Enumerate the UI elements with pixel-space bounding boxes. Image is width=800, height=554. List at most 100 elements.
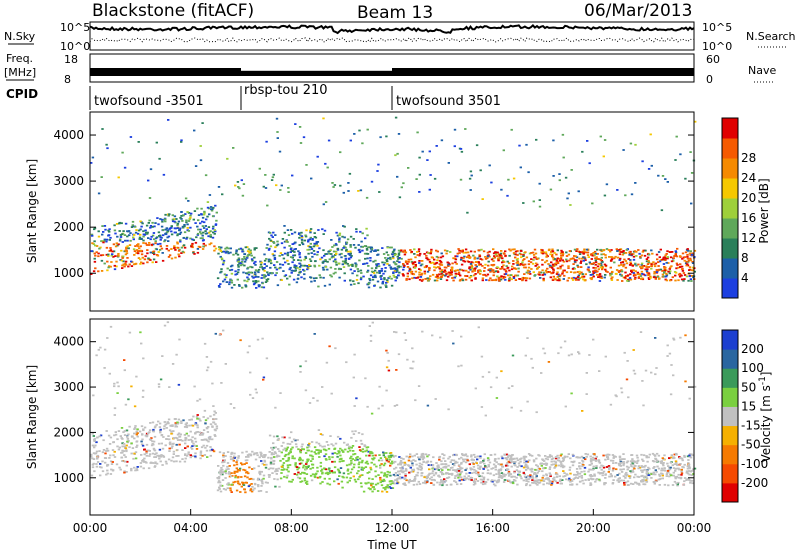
data-point <box>379 275 383 277</box>
data-point <box>338 451 341 454</box>
data-point <box>208 194 212 196</box>
data-point <box>130 265 134 267</box>
data-point <box>140 249 143 252</box>
data-point <box>636 273 639 275</box>
data-point <box>267 456 270 459</box>
data-point <box>213 410 216 413</box>
data-point <box>456 255 459 258</box>
data-point <box>603 483 606 486</box>
data-point <box>687 462 690 464</box>
data-point <box>125 246 128 249</box>
data-point <box>443 249 447 252</box>
data-point <box>299 264 303 267</box>
nave-tick-0: 0 <box>706 73 713 86</box>
data-point <box>532 259 535 261</box>
data-point <box>167 418 171 421</box>
data-point <box>564 405 567 408</box>
data-point <box>92 462 95 465</box>
data-point <box>577 266 580 268</box>
data-point <box>251 468 254 470</box>
data-point <box>599 275 602 278</box>
data-point <box>218 286 221 288</box>
data-point <box>673 255 676 257</box>
data-point <box>567 253 571 256</box>
data-point <box>481 198 484 200</box>
data-point <box>286 466 290 469</box>
data-point <box>581 150 584 153</box>
data-point <box>348 479 351 482</box>
data-point <box>193 210 197 212</box>
data-point <box>500 370 503 373</box>
data-point <box>454 460 457 463</box>
data-point <box>375 465 378 468</box>
data-point <box>390 246 393 249</box>
data-point <box>556 459 560 462</box>
data-point <box>391 487 395 489</box>
data-point <box>291 243 294 245</box>
data-point <box>274 234 277 236</box>
data-point <box>551 278 555 281</box>
data-point <box>332 186 335 188</box>
data-point <box>622 149 625 151</box>
data-point <box>377 407 380 410</box>
data-point <box>658 473 661 476</box>
data-point <box>452 279 455 282</box>
data-point <box>505 453 509 456</box>
data-point <box>328 252 331 255</box>
data-point <box>271 448 274 451</box>
data-point <box>448 271 451 274</box>
data-point <box>212 231 215 234</box>
data-point <box>219 470 222 473</box>
data-point <box>164 444 167 447</box>
data-point <box>173 215 177 218</box>
data-point <box>316 466 319 469</box>
data-point <box>245 471 249 473</box>
data-point <box>428 267 431 270</box>
data-point <box>689 259 693 262</box>
data-point <box>411 480 414 482</box>
data-point <box>589 464 592 466</box>
data-point <box>624 194 627 197</box>
freq-tick-18: 18 <box>64 53 78 66</box>
data-point <box>325 441 329 443</box>
data-point <box>473 256 477 259</box>
data-point <box>510 278 513 281</box>
data-point <box>122 431 125 433</box>
data-point <box>653 466 656 468</box>
data-point <box>379 481 382 484</box>
data-point <box>397 249 401 252</box>
data-point <box>199 246 202 248</box>
data-point <box>216 489 220 492</box>
data-point <box>250 254 253 257</box>
data-point <box>257 490 261 493</box>
data-point <box>348 445 351 448</box>
data-point <box>637 275 641 278</box>
data-point <box>349 283 353 286</box>
data-point <box>462 479 466 481</box>
data-point <box>686 254 689 256</box>
data-point <box>654 262 658 265</box>
data-point <box>535 411 538 414</box>
data-point <box>645 260 649 263</box>
data-point <box>629 259 632 261</box>
data-point <box>660 209 664 212</box>
data-point <box>224 276 228 279</box>
data-point <box>536 263 539 266</box>
data-point <box>630 271 634 273</box>
data-point <box>272 462 276 465</box>
data-point <box>180 141 183 143</box>
data-point <box>304 360 308 363</box>
data-point <box>164 228 167 231</box>
data-point <box>577 278 580 281</box>
data-point <box>666 462 669 465</box>
data-point <box>365 247 369 250</box>
data-point <box>414 256 417 259</box>
data-point <box>534 256 537 259</box>
data-point <box>248 466 251 469</box>
data-point <box>529 273 532 275</box>
data-point <box>268 476 271 478</box>
data-point <box>305 461 308 464</box>
data-point <box>386 246 389 249</box>
data-point <box>302 464 306 467</box>
data-point <box>434 266 438 269</box>
